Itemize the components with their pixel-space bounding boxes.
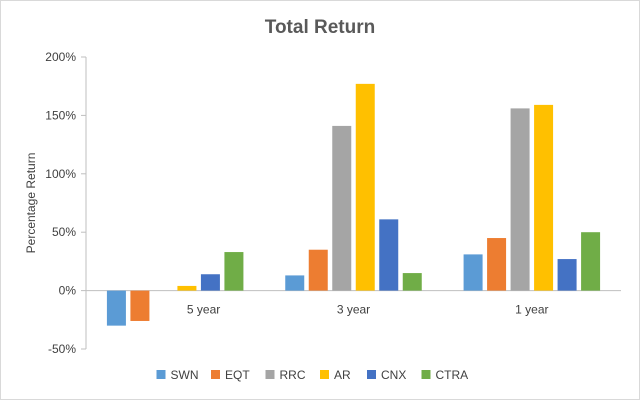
bar-rrc-1-year xyxy=(510,108,530,291)
bar-eqt-3-year xyxy=(308,249,328,291)
legend-label-ctra: CTRA xyxy=(436,368,469,382)
axis-layer: -50% 0% 50% 100% 150% 200% 5 year 3 year 1 year xyxy=(45,50,621,356)
category-label: 3 year xyxy=(337,303,370,317)
legend-swatch-eqt xyxy=(211,370,220,379)
bar-ar-1-year xyxy=(534,104,554,291)
bar-ctra-3-year xyxy=(402,273,422,291)
y-tick-label: 100% xyxy=(45,167,76,181)
y-tick-label: 200% xyxy=(45,50,76,64)
legend: SWN EQT RRC AR CNX CTRA xyxy=(156,368,469,382)
bar-ctra-5-year xyxy=(224,252,244,291)
legend-label-ar: AR xyxy=(334,368,351,382)
y-tick-label: 0% xyxy=(59,284,77,298)
bar-layer xyxy=(106,83,601,326)
bar-ctra-1-year xyxy=(581,232,601,291)
category-label: 1 year xyxy=(515,303,548,317)
category-label: 5 year xyxy=(187,303,220,317)
bar-cnx-3-year xyxy=(379,219,399,291)
bar-swn-5-year xyxy=(106,290,126,326)
legend-label-cnx: CNX xyxy=(381,368,406,382)
y-tick-label: 50% xyxy=(52,225,76,239)
bar-swn-1-year xyxy=(463,254,483,291)
bar-eqt-1-year xyxy=(487,238,507,291)
legend-swatch-ctra xyxy=(421,370,431,379)
bar-rrc-3-year xyxy=(332,125,352,291)
bar-eqt-5-year xyxy=(130,290,150,321)
legend-swatch-rrc xyxy=(265,370,275,379)
legend-swatch-ar xyxy=(320,370,329,379)
legend-swatch-cnx xyxy=(367,370,376,379)
legend-label-swn: SWN xyxy=(171,368,199,382)
y-tick-label: -50% xyxy=(48,342,76,356)
legend-label-eqt: EQT xyxy=(225,368,250,382)
y-tick-label: 150% xyxy=(45,108,76,122)
legend-swatch-swn xyxy=(156,370,166,379)
bar-swn-3-year xyxy=(285,275,305,291)
chart-title: Total Return xyxy=(265,17,375,38)
legend-label-rrc: RRC xyxy=(280,368,306,382)
bar-ar-5-year xyxy=(177,285,197,291)
bar-cnx-5-year xyxy=(200,274,220,291)
y-axis-label: Percentage Return xyxy=(24,153,38,254)
bar-ar-3-year xyxy=(355,83,375,291)
bar-cnx-1-year xyxy=(557,259,577,291)
